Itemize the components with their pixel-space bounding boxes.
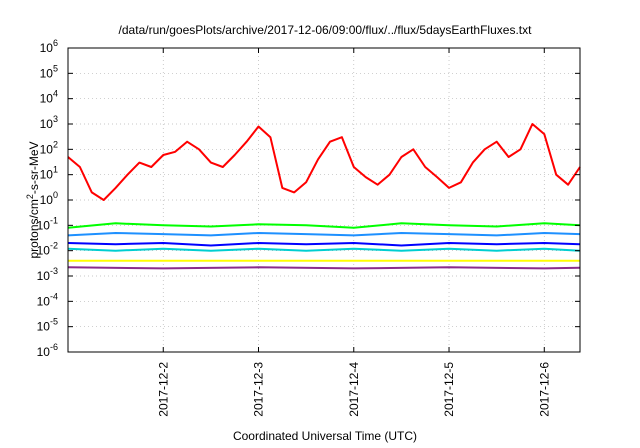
- y-tick-base: 10: [37, 269, 51, 283]
- series-line-6: [67, 266, 581, 270]
- y-tick-base: 10: [37, 345, 51, 359]
- y-axis-label-superscript: 2: [25, 194, 35, 199]
- x-tick-label: 2017-12-4: [347, 362, 361, 417]
- y-tick-exponent: 0: [53, 190, 58, 200]
- y-tick-exponent: 4: [53, 89, 58, 99]
- series-line-4: [67, 247, 581, 252]
- y-tick-base: 10: [40, 66, 54, 80]
- series-line-1: [67, 222, 581, 229]
- y-tick-label: 10-5: [37, 317, 58, 334]
- y-tick-base: 10: [37, 218, 51, 232]
- series-layer: [67, 123, 581, 270]
- y-tick-label: 10-6: [37, 342, 58, 359]
- series-line-0: [67, 123, 581, 201]
- x-tick-label: 2017-12-6: [537, 362, 551, 417]
- y-tick-label: 10-1: [37, 215, 58, 232]
- y-tick-exponent: -3: [50, 266, 58, 276]
- y-tick-base: 10: [40, 168, 54, 182]
- y-tick-base: 10: [40, 193, 54, 207]
- y-axis-label: protons/cm2-s-sr-MeV: [25, 141, 41, 258]
- x-tick-label: 2017-12-3: [252, 362, 266, 417]
- y-tick-label: 102: [40, 139, 58, 156]
- y-tick-exponent: 5: [53, 63, 58, 73]
- y-tick-exponent: -5: [50, 317, 58, 327]
- x-axis-label: Coordinated Universal Time (UTC): [233, 429, 417, 443]
- y-axis-label-prefix: protons/cm: [27, 199, 41, 258]
- y-tick-exponent: 2: [53, 139, 58, 149]
- y-tick-exponent: 1: [53, 165, 58, 175]
- y-tick-exponent: -4: [50, 291, 58, 301]
- y-axis-ticks: 10-610-510-410-310-210-11001011021031041…: [37, 38, 580, 359]
- y-tick-exponent: -2: [50, 241, 58, 251]
- y-tick-base: 10: [37, 294, 51, 308]
- y-tick-exponent: 6: [53, 38, 58, 48]
- y-tick-exponent: -1: [50, 215, 58, 225]
- y-axis-label-suffix: -s-sr-MeV: [27, 141, 41, 194]
- y-tick-label: 10-2: [37, 241, 58, 258]
- y-tick-base: 10: [40, 117, 54, 131]
- y-tick-exponent: 3: [53, 114, 58, 124]
- y-tick-label: 106: [40, 38, 58, 55]
- y-tick-base: 10: [37, 244, 51, 258]
- y-tick-label: 104: [40, 89, 58, 106]
- y-tick-label: 100: [40, 190, 58, 207]
- x-tick-label: 2017-12-2: [156, 362, 170, 417]
- x-tick-label: 2017-12-5: [442, 362, 456, 417]
- y-tick-label: 105: [40, 63, 58, 80]
- y-tick-base: 10: [40, 41, 54, 55]
- y-tick-label: 10-4: [37, 291, 58, 308]
- y-tick-exponent: -6: [50, 342, 58, 352]
- y-tick-base: 10: [40, 142, 54, 156]
- y-tick-label: 103: [40, 114, 58, 131]
- y-tick-base: 10: [40, 92, 54, 106]
- y-tick-label: 101: [40, 165, 58, 182]
- grid: [68, 48, 580, 352]
- series-line-2: [67, 232, 581, 237]
- chart-title: /data/run/goesPlots/archive/2017-12-06/0…: [119, 23, 533, 37]
- x-axis-ticks: 2017-12-2 2017-12-3 2017-12-4 2017-12-5 2017…: [156, 48, 551, 417]
- y-tick-base: 10: [37, 320, 51, 334]
- y-tick-label: 10-3: [37, 266, 58, 283]
- series-line-3: [67, 242, 581, 247]
